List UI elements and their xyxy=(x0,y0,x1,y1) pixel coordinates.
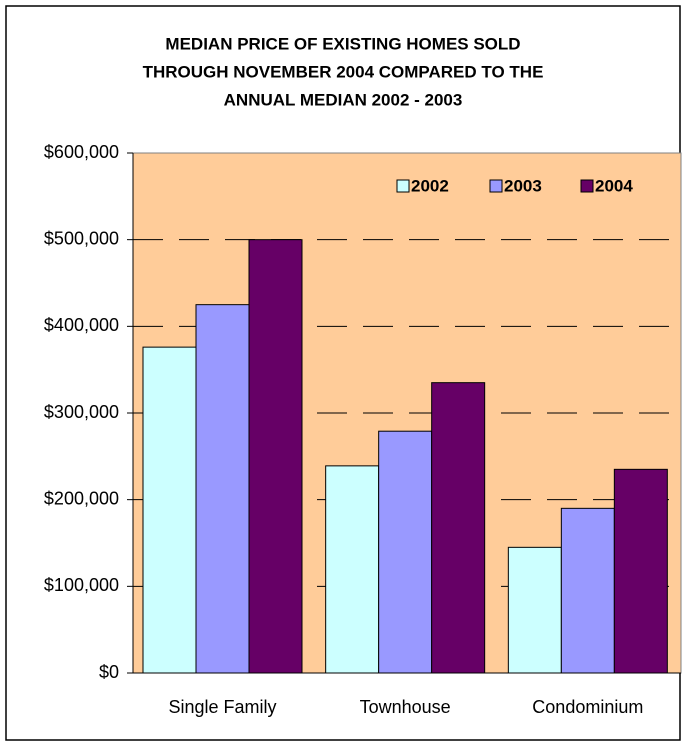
bar xyxy=(507,546,562,674)
y-tick-label: $200,000 xyxy=(44,488,119,508)
legend-swatch xyxy=(396,179,410,193)
y-tick-label: $400,000 xyxy=(44,315,119,335)
y-tick-label: $0 xyxy=(99,662,119,682)
legend-label: 2002 xyxy=(411,176,449,195)
chart-title: ANNUAL MEDIAN 2002 - 2003 xyxy=(224,90,463,109)
bar xyxy=(248,239,303,674)
bar xyxy=(613,468,668,674)
bar xyxy=(142,346,197,674)
x-tick-label: Townhouse xyxy=(360,697,451,717)
bar xyxy=(378,430,433,674)
chart-title: MEDIAN PRICE OF EXISTING HOMES SOLD xyxy=(165,34,520,53)
bar xyxy=(560,507,615,674)
x-tick-label: Single Family xyxy=(168,697,276,717)
y-tick-label: $100,000 xyxy=(44,575,119,595)
legend-swatch xyxy=(580,179,594,193)
bar xyxy=(195,304,250,674)
x-tick-label: Condominium xyxy=(532,697,643,717)
legend-swatch xyxy=(489,179,503,193)
bar xyxy=(325,465,380,674)
bar xyxy=(431,382,486,674)
legend-label: 2003 xyxy=(504,176,542,195)
legend-label: 2004 xyxy=(595,176,633,195)
chart-title: THROUGH NOVEMBER 2004 COMPARED TO THE xyxy=(143,62,544,81)
y-tick-label: $300,000 xyxy=(44,402,119,422)
y-tick-label: $500,000 xyxy=(44,228,119,248)
y-tick-label: $600,000 xyxy=(44,142,119,162)
